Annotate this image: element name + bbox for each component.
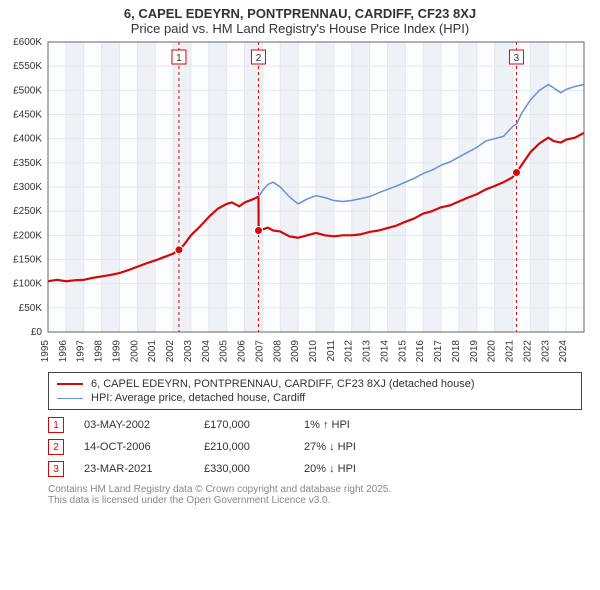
event-marker: 1 <box>48 417 64 433</box>
svg-text:2011: 2011 <box>326 340 337 362</box>
event-date: 23-MAR-2021 <box>84 463 184 475</box>
svg-text:£150K: £150K <box>13 255 42 266</box>
svg-text:1995: 1995 <box>40 340 51 363</box>
event-marker: 3 <box>48 461 64 477</box>
legend-label: HPI: Average price, detached house, Card… <box>91 392 305 404</box>
event-price: £330,000 <box>204 463 284 475</box>
footer-line-1: Contains HM Land Registry data © Crown c… <box>48 484 582 495</box>
svg-text:2008: 2008 <box>272 340 283 363</box>
svg-text:£50K: £50K <box>19 303 43 314</box>
svg-text:£300K: £300K <box>13 182 42 193</box>
legend: 6, CAPEL EDEYRN, PONTPRENNAU, CARDIFF, C… <box>48 372 582 410</box>
svg-text:£600K: £600K <box>13 37 42 48</box>
event-date: 14-OCT-2006 <box>84 441 184 453</box>
svg-text:2013: 2013 <box>362 340 373 363</box>
event-price: £170,000 <box>204 419 284 431</box>
svg-text:2004: 2004 <box>201 340 212 363</box>
event-row: 3 23-MAR-2021 £330,000 20% ↓ HPI <box>48 458 582 480</box>
svg-text:£400K: £400K <box>13 134 42 145</box>
svg-text:£350K: £350K <box>13 158 42 169</box>
svg-text:1998: 1998 <box>94 340 105 363</box>
svg-text:2019: 2019 <box>469 340 480 363</box>
footer-line-2: This data is licensed under the Open Gov… <box>48 495 582 506</box>
event-delta: 1% ↑ HPI <box>304 419 404 431</box>
event-price: £210,000 <box>204 441 284 453</box>
svg-text:2000: 2000 <box>129 340 140 363</box>
svg-text:2007: 2007 <box>254 340 265 363</box>
legend-swatch <box>57 398 83 399</box>
svg-text:2020: 2020 <box>487 340 498 363</box>
svg-text:2005: 2005 <box>219 340 230 363</box>
svg-text:£250K: £250K <box>13 206 42 217</box>
svg-text:2015: 2015 <box>397 340 408 363</box>
svg-text:2014: 2014 <box>379 340 390 363</box>
legend-row: 6, CAPEL EDEYRN, PONTPRENNAU, CARDIFF, C… <box>57 377 573 391</box>
svg-text:£450K: £450K <box>13 110 42 121</box>
svg-text:2022: 2022 <box>522 340 533 363</box>
svg-text:3: 3 <box>514 53 520 64</box>
svg-text:£100K: £100K <box>13 279 42 290</box>
svg-text:1997: 1997 <box>76 340 87 363</box>
svg-text:2009: 2009 <box>290 340 301 363</box>
svg-text:2017: 2017 <box>433 340 444 363</box>
svg-text:1: 1 <box>176 53 182 64</box>
event-date: 03-MAY-2002 <box>84 419 184 431</box>
event-marker: 2 <box>48 439 64 455</box>
svg-text:2010: 2010 <box>308 340 319 363</box>
svg-text:2012: 2012 <box>344 340 355 363</box>
svg-text:£500K: £500K <box>13 85 42 96</box>
footer: Contains HM Land Registry data © Crown c… <box>48 484 582 506</box>
event-row: 1 03-MAY-2002 £170,000 1% ↑ HPI <box>48 414 582 436</box>
event-delta: 20% ↓ HPI <box>304 463 404 475</box>
price-chart: 1995 1996 1997 1998 1999 2000 2001 2002 2003 2004… <box>0 36 600 366</box>
legend-row: HPI: Average price, detached house, Card… <box>57 391 573 405</box>
svg-text:2: 2 <box>256 53 262 64</box>
svg-text:2001: 2001 <box>147 340 158 363</box>
event-row: 2 14-OCT-2006 £210,000 27% ↓ HPI <box>48 436 582 458</box>
svg-text:2023: 2023 <box>540 340 551 363</box>
svg-text:£0: £0 <box>31 327 43 338</box>
svg-text:2002: 2002 <box>165 340 176 363</box>
svg-text:2003: 2003 <box>183 340 194 363</box>
title-line-2: Price paid vs. HM Land Registry's House … <box>0 21 600 36</box>
legend-swatch <box>57 383 83 385</box>
svg-text:2024: 2024 <box>558 340 569 363</box>
svg-text:2006: 2006 <box>237 340 248 363</box>
svg-text:2021: 2021 <box>505 340 516 363</box>
svg-text:1996: 1996 <box>58 340 69 363</box>
event-delta: 27% ↓ HPI <box>304 441 404 453</box>
svg-text:1999: 1999 <box>111 340 122 363</box>
legend-label: 6, CAPEL EDEYRN, PONTPRENNAU, CARDIFF, C… <box>91 378 475 390</box>
svg-text:£200K: £200K <box>13 230 42 241</box>
svg-text:2018: 2018 <box>451 340 462 363</box>
svg-text:2016: 2016 <box>415 340 426 363</box>
title-line-1: 6, CAPEL EDEYRN, PONTPRENNAU, CARDIFF, C… <box>0 6 600 21</box>
events-table: 1 03-MAY-2002 £170,000 1% ↑ HPI 2 14-OCT-2006… <box>48 414 582 480</box>
svg-text:£550K: £550K <box>13 61 42 72</box>
